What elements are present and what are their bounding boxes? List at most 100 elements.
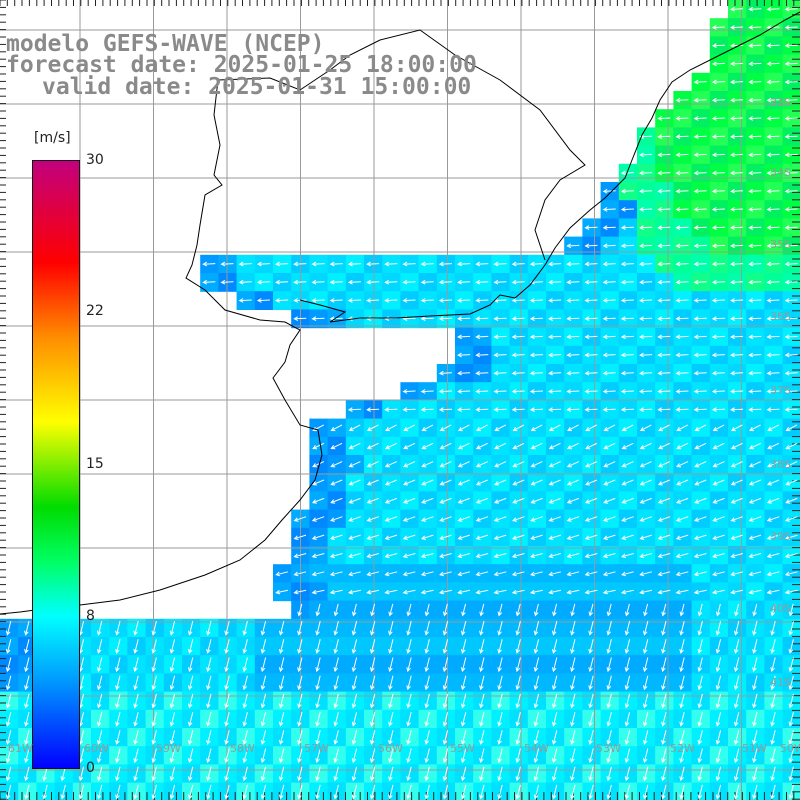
wind-vector (639, 152, 653, 158)
wind-vector (642, 748, 649, 764)
wind-vector (424, 748, 430, 764)
wind-vector (624, 620, 631, 636)
wind-vector (584, 407, 598, 412)
wind-vector (403, 461, 416, 468)
wind-vector (693, 261, 707, 267)
lat-label-39s: 39S (770, 530, 791, 543)
wind-vector (694, 534, 707, 540)
wind-vector (384, 298, 398, 303)
wind-vector (96, 711, 103, 727)
wind-vector (497, 693, 503, 709)
wind-vector (602, 334, 616, 340)
wind-vector (457, 424, 470, 432)
wind-vector (588, 730, 594, 745)
wind-vector (530, 442, 543, 450)
wind-vector (293, 516, 307, 522)
wind-vector (620, 298, 634, 303)
wind-vector (693, 316, 707, 321)
wind-vector (624, 603, 630, 617)
wind-vector (766, 389, 780, 394)
wind-vector (603, 516, 616, 522)
wind-vector (151, 620, 157, 636)
wind-vector (330, 461, 343, 468)
wind-vector (439, 424, 452, 432)
wind-vector (588, 711, 594, 727)
wind-vector (479, 603, 485, 617)
wind-vector (642, 766, 649, 782)
wind-vector (242, 748, 248, 764)
wind-vector (96, 657, 103, 673)
wind-vector (697, 693, 703, 709)
wind-vector (766, 534, 780, 540)
wind-vector (676, 442, 689, 450)
wind-vector (497, 711, 503, 727)
wind-vector (639, 243, 653, 249)
wind-vector (439, 479, 452, 486)
wind-vector (711, 589, 725, 595)
wind-vector (515, 657, 521, 673)
wind-vector (602, 370, 616, 376)
wind-vector (511, 298, 525, 303)
wind-vector (711, 316, 725, 321)
wind-vector (530, 497, 543, 504)
wind-vector (639, 170, 653, 176)
wind-vector (366, 497, 379, 504)
wind-vector (369, 657, 376, 673)
wind-vector (533, 730, 540, 745)
wind-vector (384, 442, 397, 450)
wind-vector (479, 711, 485, 727)
wind-vector (639, 334, 653, 340)
wind-vector (621, 442, 634, 450)
wind-vector (693, 225, 707, 230)
wind-vector (584, 352, 598, 358)
wind-vector (151, 657, 157, 673)
wind-vector (512, 479, 525, 486)
wind-vector (369, 675, 376, 691)
wind-vector (242, 620, 248, 636)
wind-vector (384, 534, 398, 540)
wind-vector (151, 693, 157, 709)
wind-vector (675, 116, 689, 121)
wind-vector (493, 553, 507, 559)
wind-vector (730, 261, 744, 267)
wind-vector (693, 134, 707, 139)
wind-vector (424, 657, 430, 673)
wind-vector (347, 589, 361, 595)
wind-vector (657, 152, 671, 158)
wind-vector (588, 675, 594, 691)
wind-vector (730, 207, 744, 212)
wind-vector (402, 298, 416, 303)
coastline-north (329, 11, 800, 323)
wind-vector (497, 620, 503, 636)
wind-vector (567, 424, 579, 432)
wind-vector (588, 784, 594, 800)
wind-vector (424, 711, 430, 727)
wind-vector (278, 748, 285, 764)
wind-vector (493, 534, 507, 540)
wind-vector (767, 479, 780, 486)
wind-vector (260, 711, 267, 727)
wind-vector (785, 424, 798, 432)
wind-vector (657, 352, 671, 358)
wind-vector (730, 97, 744, 103)
wind-vector (730, 43, 744, 48)
wind-vector (242, 693, 248, 709)
wind-vector (657, 170, 671, 176)
wind-vector (479, 766, 485, 782)
wind-vector (533, 675, 540, 691)
wind-vector (115, 675, 121, 691)
wind-vector (238, 261, 252, 267)
wind-vector (570, 766, 576, 782)
wind-vector (551, 639, 558, 654)
wind-vector (752, 766, 758, 782)
wind-vector (588, 639, 594, 654)
wind-vector (730, 589, 744, 595)
wind-vector (311, 316, 325, 321)
lat-label-38s: 38S (770, 458, 791, 471)
wind-vector (693, 407, 707, 412)
wind-vector (297, 657, 303, 673)
wind-vector (24, 766, 30, 782)
wind-vector (366, 516, 379, 522)
